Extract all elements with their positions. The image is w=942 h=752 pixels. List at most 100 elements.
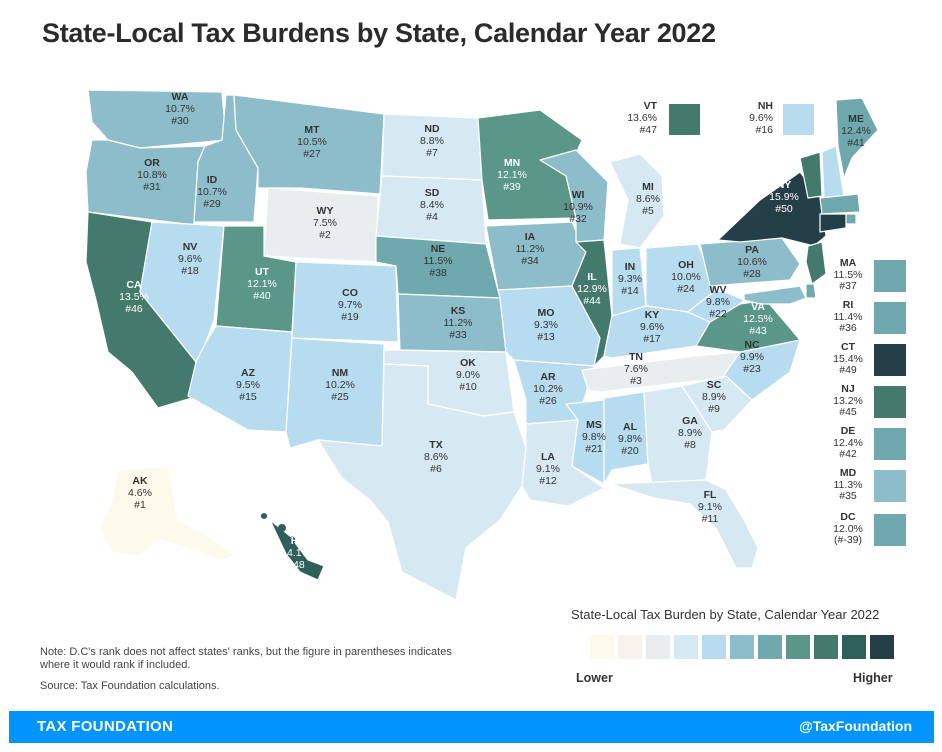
side-state-rank: #36 [839, 322, 857, 334]
side-state-label: MD 11.3% #35 [829, 467, 867, 503]
state-me [835, 97, 879, 179]
side-state-value: 12.4% [833, 436, 863, 449]
state-value-va: 12.5% [743, 313, 773, 325]
state-value-sd: 8.4% [420, 199, 444, 211]
state-value-ms: 9.8% [582, 431, 606, 443]
state-value-la: 9.1% [536, 463, 560, 475]
side-state-label: DE 12.4% #42 [829, 425, 867, 461]
state-ma [819, 193, 861, 215]
side-state-abbr: MA [839, 257, 857, 269]
state-rank-ne: #38 [429, 267, 447, 279]
state-rank-ut: #40 [253, 290, 271, 302]
legend-swatch-9 [814, 635, 838, 659]
side-state-ri: RI 11.4% #36 [829, 299, 907, 336]
state-ak [99, 465, 237, 561]
state-value-ia: 11.2% [516, 243, 545, 255]
state-value-co: 9.7% [338, 299, 362, 311]
state-abbr-ok: OK [460, 357, 476, 369]
state-rank-ms: #21 [585, 443, 603, 455]
state-rank-ak: #1 [134, 499, 146, 511]
state-rank-in: #14 [621, 285, 639, 297]
state-rank-nc: #23 [743, 363, 761, 375]
state-value-sc: 8.9% [702, 391, 726, 403]
state-rank-co: #19 [341, 311, 359, 323]
state-abbr-ga: GA [682, 415, 698, 427]
state-abbr-ks: KS [451, 305, 466, 317]
state-value-ar: 10.2% [533, 383, 563, 395]
state-value-nd: 8.8% [420, 135, 444, 147]
state-value-ny: 15.9% [769, 191, 799, 203]
state-rank-id: #29 [203, 198, 221, 210]
state-value-nv: 9.6% [178, 253, 202, 265]
state-value-id: 10.7% [197, 186, 227, 198]
state-value-il: 12.9% [577, 283, 607, 295]
side-state-rank: #42 [839, 448, 857, 460]
state-value-al: 9.8% [618, 433, 642, 445]
legend-swatch-5 [702, 635, 726, 659]
state-value-mt: 10.5% [297, 136, 327, 148]
state-rank-wi: #32 [569, 213, 587, 225]
state-abbr-il: IL [587, 271, 597, 283]
state-value-ks: 11.2% [444, 317, 473, 329]
state-rank-nd: #7 [426, 147, 438, 159]
state-value-ut: 12.1% [247, 278, 277, 290]
state-value-mi: 8.6% [636, 193, 660, 205]
legend-color-scale [590, 635, 894, 659]
side-state-rank: #49 [839, 364, 857, 376]
state-hi-island [261, 513, 267, 519]
state-rank-ok: #10 [459, 381, 477, 393]
state-abbr-nv: NV [183, 241, 198, 253]
state-sc [681, 375, 753, 433]
state-value-mn: 12.1% [497, 169, 527, 181]
state-value-mo: 9.3% [534, 319, 558, 331]
state-abbr-or: OR [144, 157, 160, 169]
state-value-fl: 9.1% [698, 501, 722, 513]
state-rank-al: #20 [621, 445, 639, 457]
callout-vt: VT 13.6% #47 [627, 100, 657, 136]
state-value-wa: 10.7% [165, 103, 195, 115]
state-abbr-mi: MI [642, 181, 654, 193]
state-ms [565, 399, 605, 485]
state-abbr-ak: AK [132, 475, 148, 487]
state-rank-or: #31 [143, 181, 161, 193]
state-rank-pa: #28 [743, 268, 761, 280]
footer-brand: TAX FOUNDATION [37, 718, 174, 735]
state-abbr-tx: TX [429, 439, 442, 451]
legend-high-label: Higher [853, 671, 893, 685]
state-rank-nm: #25 [331, 391, 349, 403]
state-rank-wa: #30 [171, 115, 189, 127]
state-hi-island [278, 524, 286, 532]
legend-swatch-1 [590, 635, 614, 659]
state-al [603, 391, 649, 485]
state-abbr-wv: WV [710, 284, 727, 296]
legend-swatch-3 [646, 635, 670, 659]
side-state-swatch [874, 428, 906, 460]
footer-handle[interactable]: @TaxFoundation [799, 718, 912, 734]
state-de [805, 283, 817, 299]
state-abbr-va: VA [751, 301, 765, 313]
state-value-nm: 10.2% [325, 379, 355, 391]
state-abbr-ne: NE [431, 243, 446, 255]
state-value-wv: 9.8% [706, 296, 730, 308]
state-abbr-la: LA [541, 451, 555, 463]
state-value-ky: 9.6% [640, 321, 664, 333]
callout-nh-swatch [783, 104, 814, 135]
side-state-ma: MA 11.5% #37 [829, 257, 907, 294]
state-tx [317, 363, 527, 601]
side-state-abbr: RI [842, 299, 854, 311]
state-abbr-wi: WI [572, 189, 585, 201]
state-ct [819, 213, 847, 233]
state-rank-oh: #24 [677, 283, 695, 295]
state-rank-il: #44 [583, 295, 601, 307]
state-rank-sd: #4 [426, 211, 438, 223]
state-rank-ia: #34 [521, 255, 539, 267]
state-value-hi: 14.1% [281, 547, 311, 559]
state-value-tn: 7.6% [624, 363, 648, 375]
us-map: WA10.7%#30OR10.8%#31CA13.5%#46ID10.7%#29… [85, 89, 879, 601]
state-rank-va: #43 [749, 325, 767, 337]
state-abbr-ca: CA [126, 279, 142, 291]
state-rank-la: #12 [539, 475, 557, 487]
state-rank-mi: #5 [642, 205, 654, 217]
legend-swatch-7 [758, 635, 782, 659]
state-rank-sc: #9 [708, 403, 720, 415]
